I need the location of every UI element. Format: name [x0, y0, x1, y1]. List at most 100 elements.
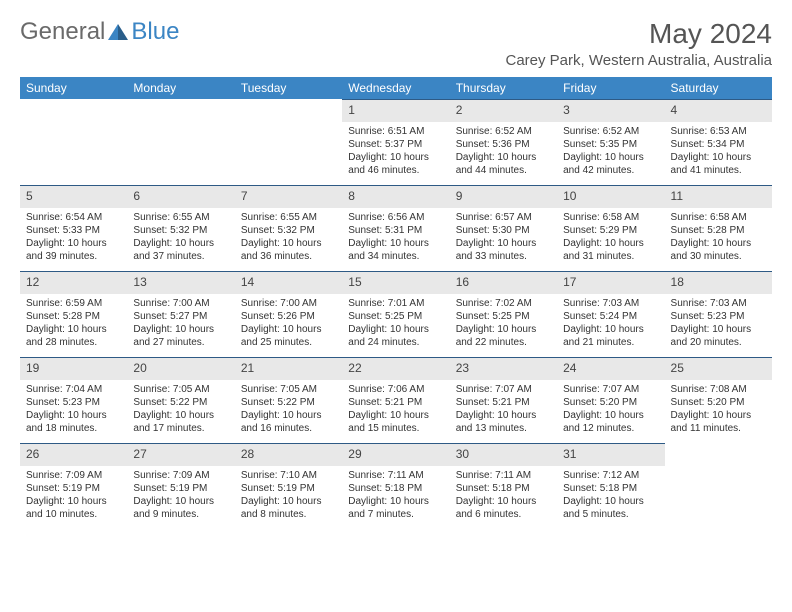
calendar-cell: 19Sunrise: 7:04 AMSunset: 5:23 PMDayligh… [20, 357, 127, 443]
calendar-cell [20, 99, 127, 185]
day-number: 15 [342, 271, 449, 294]
sunset-line: Sunset: 5:33 PM [26, 224, 121, 237]
daylight-line: Daylight: 10 hours and 17 minutes. [133, 409, 228, 435]
day-number: 8 [342, 185, 449, 208]
calendar-cell: 27Sunrise: 7:09 AMSunset: 5:19 PMDayligh… [127, 443, 234, 529]
daylight-line: Daylight: 10 hours and 8 minutes. [241, 495, 336, 521]
day-body: Sunrise: 6:53 AMSunset: 5:34 PMDaylight:… [665, 122, 772, 182]
sunrise-line: Sunrise: 6:52 AM [456, 125, 551, 138]
calendar-cell: 9 Sunrise: 6:57 AMSunset: 5:30 PMDaylight… [450, 185, 557, 271]
day-body: Sunrise: 6:55 AMSunset: 5:32 PMDaylight:… [127, 208, 234, 268]
sunset-line: Sunset: 5:23 PM [26, 396, 121, 409]
daylight-line: Daylight: 10 hours and 15 minutes. [348, 409, 443, 435]
day-body: Sunrise: 7:01 AMSunset: 5:25 PMDaylight:… [342, 294, 449, 354]
day-header: Thursday [450, 77, 557, 99]
day-header: Friday [557, 77, 664, 99]
daylight-line: Daylight: 10 hours and 33 minutes. [456, 237, 551, 263]
day-number: 28 [235, 443, 342, 466]
calendar-cell: 23Sunrise: 7:07 AMSunset: 5:21 PMDayligh… [450, 357, 557, 443]
calendar-week: 12Sunrise: 6:59 AMSunset: 5:28 PMDayligh… [20, 271, 772, 357]
calendar-cell: 8Sunrise: 6:56 AMSunset: 5:31 PMDaylight… [342, 185, 449, 271]
daylight-line: Daylight: 10 hours and 36 minutes. [241, 237, 336, 263]
day-number: 9 [450, 185, 557, 208]
sunset-line: Sunset: 5:37 PM [348, 138, 443, 151]
sunrise-line: Sunrise: 7:03 AM [671, 297, 766, 310]
day-body: Sunrise: 7:08 AMSunset: 5:20 PMDaylight:… [665, 380, 772, 440]
daylight-line: Daylight: 10 hours and 44 minutes. [456, 151, 551, 177]
calendar-cell: 20Sunrise: 7:05 AMSunset: 5:22 PMDayligh… [127, 357, 234, 443]
calendar-cell: 13Sunrise: 7:00 AMSunset: 5:27 PMDayligh… [127, 271, 234, 357]
sunset-line: Sunset: 5:28 PM [26, 310, 121, 323]
sunrise-line: Sunrise: 7:08 AM [671, 383, 766, 396]
day-body: Sunrise: 6:59 AMSunset: 5:28 PMDaylight:… [20, 294, 127, 354]
sunset-line: Sunset: 5:36 PM [456, 138, 551, 151]
calendar-cell: 17Sunrise: 7:03 AMSunset: 5:24 PMDayligh… [557, 271, 664, 357]
sunset-line: Sunset: 5:18 PM [563, 482, 658, 495]
calendar-cell [235, 99, 342, 185]
day-number: 18 [665, 271, 772, 294]
sunrise-line: Sunrise: 6:52 AM [563, 125, 658, 138]
daylight-line: Daylight: 10 hours and 27 minutes. [133, 323, 228, 349]
calendar-cell: 2Sunrise: 6:52 AMSunset: 5:36 PMDaylight… [450, 99, 557, 185]
sunrise-line: Sunrise: 6:57 AM [456, 211, 551, 224]
day-body: Sunrise: 7:05 AMSunset: 5:22 PMDaylight:… [235, 380, 342, 440]
calendar-cell: 25Sunrise: 7:08 AMSunset: 5:20 PMDayligh… [665, 357, 772, 443]
sunset-line: Sunset: 5:29 PM [563, 224, 658, 237]
calendar-cell: 24Sunrise: 7:07 AMSunset: 5:20 PMDayligh… [557, 357, 664, 443]
daylight-line: Daylight: 10 hours and 42 minutes. [563, 151, 658, 177]
day-body: Sunrise: 7:00 AMSunset: 5:27 PMDaylight:… [127, 294, 234, 354]
calendar-cell: 31Sunrise: 7:12 AMSunset: 5:18 PMDayligh… [557, 443, 664, 529]
sunrise-line: Sunrise: 6:55 AM [133, 211, 228, 224]
day-header: Wednesday [342, 77, 449, 99]
day-body: Sunrise: 6:58 AMSunset: 5:28 PMDaylight:… [665, 208, 772, 268]
day-body: Sunrise: 7:04 AMSunset: 5:23 PMDaylight:… [20, 380, 127, 440]
daylight-line: Daylight: 10 hours and 18 minutes. [26, 409, 121, 435]
day-body: Sunrise: 7:11 AMSunset: 5:18 PMDaylight:… [342, 466, 449, 526]
calendar-cell: 15Sunrise: 7:01 AMSunset: 5:25 PMDayligh… [342, 271, 449, 357]
day-header: Saturday [665, 77, 772, 99]
sunset-line: Sunset: 5:20 PM [671, 396, 766, 409]
daylight-line: Daylight: 10 hours and 46 minutes. [348, 151, 443, 177]
day-number: 6 [127, 185, 234, 208]
daylight-line: Daylight: 10 hours and 41 minutes. [671, 151, 766, 177]
sunset-line: Sunset: 5:25 PM [456, 310, 551, 323]
day-number: 31 [557, 443, 664, 466]
day-number: 3 [557, 99, 664, 122]
day-number: 1 [342, 99, 449, 122]
day-number: 16 [450, 271, 557, 294]
day-body: Sunrise: 7:05 AMSunset: 5:22 PMDaylight:… [127, 380, 234, 440]
sunset-line: Sunset: 5:20 PM [563, 396, 658, 409]
daylight-line: Daylight: 10 hours and 7 minutes. [348, 495, 443, 521]
sunset-line: Sunset: 5:30 PM [456, 224, 551, 237]
sunset-line: Sunset: 5:22 PM [133, 396, 228, 409]
calendar-cell [665, 443, 772, 529]
location: Carey Park, Western Australia, Australia [506, 52, 773, 69]
day-number: 26 [20, 443, 127, 466]
sunset-line: Sunset: 5:19 PM [26, 482, 121, 495]
sunset-line: Sunset: 5:31 PM [348, 224, 443, 237]
daylight-line: Daylight: 10 hours and 34 minutes. [348, 237, 443, 263]
day-body: Sunrise: 6:56 AMSunset: 5:31 PMDaylight:… [342, 208, 449, 268]
calendar-cell: 6Sunrise: 6:55 AMSunset: 5:32 PMDaylight… [127, 185, 234, 271]
sunrise-line: Sunrise: 6:59 AM [26, 297, 121, 310]
day-body: Sunrise: 6:55 AMSunset: 5:32 PMDaylight:… [235, 208, 342, 268]
day-body: Sunrise: 7:00 AMSunset: 5:26 PMDaylight:… [235, 294, 342, 354]
daylight-line: Daylight: 10 hours and 28 minutes. [26, 323, 121, 349]
day-number: 29 [342, 443, 449, 466]
daylight-line: Daylight: 10 hours and 39 minutes. [26, 237, 121, 263]
sunrise-line: Sunrise: 6:55 AM [241, 211, 336, 224]
sunset-line: Sunset: 5:22 PM [241, 396, 336, 409]
day-number: 7 [235, 185, 342, 208]
day-body: Sunrise: 6:54 AMSunset: 5:33 PMDaylight:… [20, 208, 127, 268]
sunset-line: Sunset: 5:25 PM [348, 310, 443, 323]
day-number: 17 [557, 271, 664, 294]
daylight-line: Daylight: 10 hours and 20 minutes. [671, 323, 766, 349]
sunrise-line: Sunrise: 7:03 AM [563, 297, 658, 310]
sunrise-line: Sunrise: 7:09 AM [133, 469, 228, 482]
calendar-week: 26 Sunrise: 7:09 AM Sunset: 5:19 PM Dayligh… [20, 443, 772, 529]
calendar-cell: 26Sunrise: 7:09 AMSunset: 5:19 PMDayligh… [20, 443, 127, 529]
sunrise-line: Sunrise: 7:07 AM [456, 383, 551, 396]
calendar-table: SundayMondayTuesdayWednesdayThursdayFrid… [20, 77, 772, 529]
day-number: 4 [665, 99, 772, 122]
day-header: Monday [127, 77, 234, 99]
